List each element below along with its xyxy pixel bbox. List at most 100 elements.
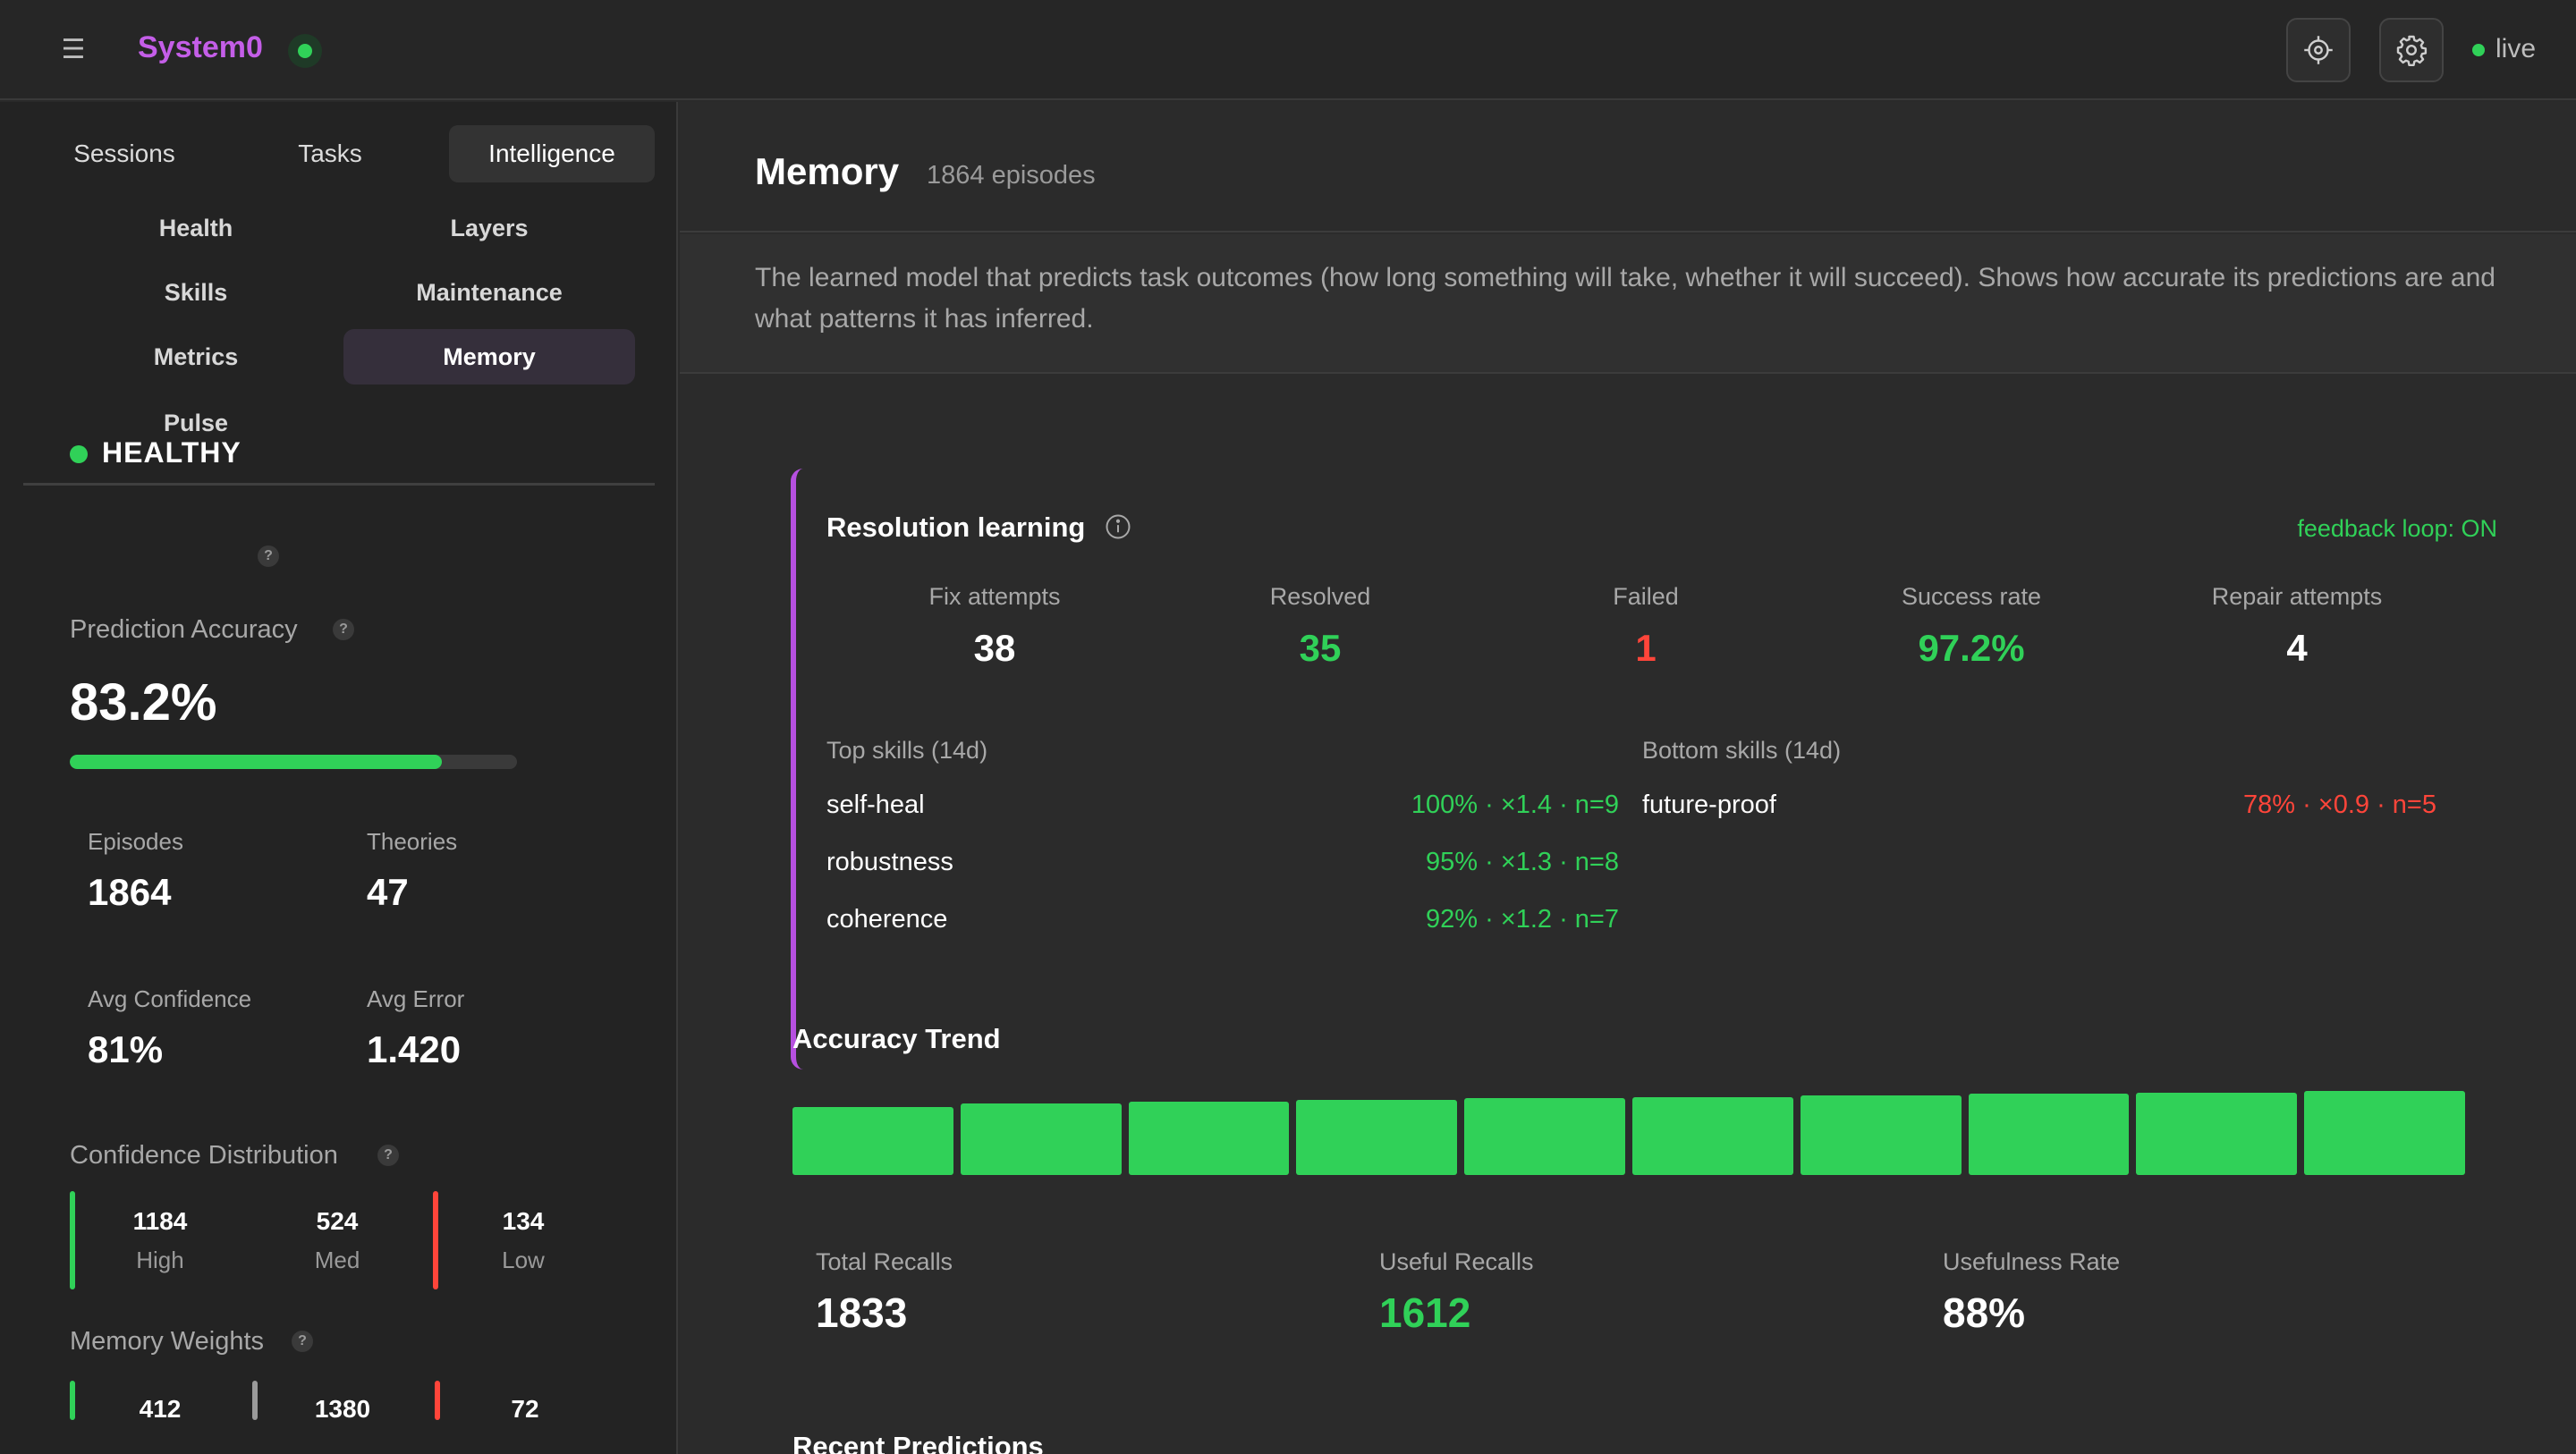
- accuracy-trend-bar: [1464, 1098, 1625, 1175]
- page-subtitle: 1864 episodes: [927, 161, 1096, 190]
- bottom-skill-row: future-proof 78% · ×0.9 · n=5: [1642, 790, 2436, 826]
- tab-sessions[interactable]: Sessions: [73, 139, 175, 167]
- top-bar: ☰ System0 live: [0, 0, 2576, 100]
- kpi-value: 4: [2286, 627, 2308, 669]
- tab-tasks[interactable]: Tasks: [298, 139, 362, 167]
- kpi-fix-attempts: Fix attempts 38: [834, 583, 1156, 670]
- subnav-layers[interactable]: Layers: [450, 214, 529, 241]
- accuracy-trend-bar: [1128, 1102, 1290, 1175]
- health-status: HEALTHY: [102, 436, 242, 469]
- crosshair-icon: [2304, 36, 2333, 64]
- confidence-high-value: 1184: [132, 1207, 188, 1235]
- weight-high-bar: [70, 1381, 75, 1420]
- confidence-low-value: 134: [502, 1207, 545, 1235]
- bottom-skills-label: Bottom skills (14d): [1642, 737, 1842, 764]
- settings-button[interactable]: [2379, 18, 2444, 82]
- memory-weights-help-icon[interactable]: ?: [292, 1331, 313, 1352]
- page-title: Memory: [755, 150, 900, 192]
- crosshair-button[interactable]: [2286, 18, 2351, 82]
- skill-stat: 95% · ×1.3 · n=8: [1425, 848, 1619, 876]
- kpi-label: Fix attempts: [928, 583, 1061, 610]
- episodes-value: 1864: [88, 871, 172, 913]
- accuracy-trend-bar: [1632, 1097, 1793, 1175]
- main-content: Memory 1864 episodes The learned model t…: [680, 102, 2576, 1454]
- subnav-pulse[interactable]: Pulse: [163, 409, 229, 436]
- accuracy-trend-bar: [2304, 1091, 2465, 1175]
- avg-confidence-label: Avg Confidence: [88, 985, 252, 1012]
- confidence-distribution-help-icon[interactable]: ?: [377, 1145, 399, 1166]
- prediction-accuracy-value: 83.2%: [70, 673, 217, 731]
- kpi-failed: Failed 1: [1485, 583, 1807, 670]
- usefulness-rate-label: Usefulness Rate: [1943, 1248, 2121, 1275]
- tab-intelligence[interactable]: Intelligence: [449, 125, 655, 182]
- weight-mid-bar: [252, 1381, 258, 1420]
- status-indicator-dot: [298, 44, 312, 58]
- kpi-value: 97.2%: [1918, 627, 2025, 669]
- skill-name: coherence: [826, 905, 948, 934]
- confidence-med-value: 524: [316, 1207, 359, 1235]
- useful-recalls-value: 1612: [1379, 1289, 1471, 1336]
- confidence-high: 1184 High: [93, 1207, 227, 1274]
- episodes-label: Episodes: [88, 828, 183, 855]
- sidebar-main-tabs: Sessions Tasks Intelligence: [23, 125, 655, 182]
- theories-value: 47: [367, 871, 409, 913]
- info-icon[interactable]: [1105, 513, 1131, 540]
- accuracy-trend-title: Accuracy Trend: [792, 1023, 1001, 1054]
- accuracy-trend-bar: [1800, 1095, 1962, 1175]
- prediction-accuracy-help-icon[interactable]: ?: [333, 619, 354, 640]
- skill-stat: 78% · ×0.9 · n=5: [2242, 790, 2436, 819]
- resolution-learning-title: Resolution learning: [826, 511, 1086, 543]
- confidence-low-bar: [433, 1191, 438, 1289]
- weight-low-value: 72: [511, 1395, 539, 1423]
- total-recalls-label: Total Recalls: [816, 1248, 953, 1275]
- useful-recalls-label: Useful Recalls: [1379, 1248, 1534, 1275]
- sidebar-divider: [23, 483, 655, 486]
- weight-high: 412: [93, 1395, 227, 1424]
- page-description: The learned model that predicts task out…: [755, 263, 2496, 334]
- weight-mid: 1380: [275, 1395, 410, 1424]
- confidence-low-label: Low: [502, 1247, 545, 1273]
- hamburger-menu-icon[interactable]: ☰: [61, 35, 86, 64]
- confidence-med: 524 Med: [270, 1207, 404, 1274]
- skill-name: self-heal: [826, 790, 925, 819]
- top-skills-label: Top skills (14d): [826, 737, 988, 764]
- confidence-high-bar: [70, 1191, 75, 1289]
- useful-recalls: Useful Recalls 1612: [1379, 1248, 1534, 1337]
- weight-mid-value: 1380: [314, 1395, 371, 1423]
- subnav-memory[interactable]: Memory: [343, 329, 635, 385]
- confidence-high-label: High: [136, 1247, 184, 1273]
- kpi-success-rate: Success rate 97.2%: [1810, 583, 2132, 670]
- health-status-dot: [70, 445, 88, 463]
- subnav-health[interactable]: Health: [158, 214, 233, 241]
- confidence-distribution-label: Confidence Distribution: [70, 1141, 338, 1170]
- weight-high-value: 412: [139, 1395, 182, 1423]
- accuracy-trend-bar: [1296, 1100, 1458, 1175]
- accuracy-trend-bar: [960, 1103, 1122, 1175]
- kpi-value: 38: [973, 627, 1016, 669]
- top-skill-row: coherence 92% · ×1.2 · n=7: [826, 905, 1619, 941]
- subnav-maintenance[interactable]: Maintenance: [416, 278, 563, 306]
- total-recalls-value: 1833: [816, 1289, 908, 1336]
- usefulness-rate: Usefulness Rate 88%: [1943, 1248, 2120, 1337]
- avg-error-value: 1.420: [367, 1028, 462, 1070]
- kpi-label: Success rate: [1901, 583, 2042, 610]
- theories-label: Theories: [367, 828, 458, 855]
- health-help-icon[interactable]: ?: [258, 545, 279, 567]
- prediction-accuracy-bar-fill: [70, 755, 442, 769]
- kpi-label: Resolved: [1269, 583, 1371, 610]
- top-skill-row: robustness 95% · ×1.3 · n=8: [826, 848, 1619, 883]
- live-indicator-dot: [2472, 44, 2485, 56]
- live-label: live: [2496, 34, 2537, 63]
- subnav-skills[interactable]: Skills: [164, 278, 228, 306]
- gear-icon: [2396, 35, 2428, 66]
- skill-name: robustness: [826, 848, 953, 876]
- app-name: System0: [138, 30, 263, 64]
- avg-confidence-value: 81%: [88, 1028, 164, 1070]
- skill-name: future-proof: [1642, 790, 1776, 819]
- accuracy-trend-bars: [792, 1086, 2465, 1175]
- confidence-med-label: Med: [314, 1247, 360, 1273]
- prediction-accuracy-bar: [70, 755, 517, 769]
- subnav-metrics[interactable]: Metrics: [153, 342, 239, 370]
- memory-weights-label: Memory Weights: [70, 1327, 265, 1356]
- accuracy-trend-bar: [792, 1106, 953, 1175]
